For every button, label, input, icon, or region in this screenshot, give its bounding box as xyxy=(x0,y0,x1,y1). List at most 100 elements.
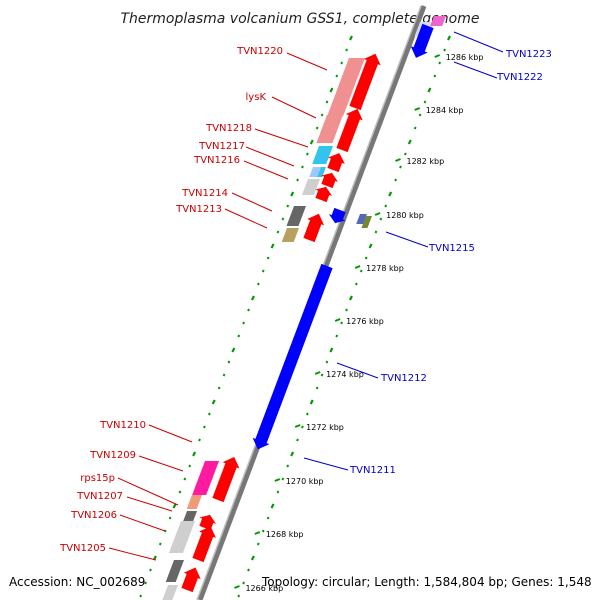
ruler-dot xyxy=(329,87,334,93)
scale-label: 1286 kbp xyxy=(446,53,484,62)
ruler-dot xyxy=(418,113,422,117)
gene-arrow-shape xyxy=(349,53,381,111)
cog-block xyxy=(186,495,202,509)
leader-line xyxy=(231,192,273,212)
cog-block xyxy=(317,167,326,177)
ruler-dot xyxy=(222,373,226,377)
gene-label-reverse: TVN1215 xyxy=(428,243,475,254)
gene-arrow-shape xyxy=(327,153,345,173)
leader-line xyxy=(254,128,309,148)
cog-block xyxy=(356,214,367,224)
ruler-dot xyxy=(305,412,309,416)
ruler-dot xyxy=(281,477,285,481)
ruler-dot xyxy=(427,87,432,93)
gene-forward xyxy=(199,514,217,531)
ruler-dot xyxy=(250,555,255,561)
cog-block xyxy=(312,146,333,164)
gene-label-forward: TVN1214 xyxy=(181,188,228,199)
ruler-dot xyxy=(178,490,182,494)
leader-line xyxy=(243,160,289,180)
scale-tick xyxy=(395,158,401,162)
ruler-dot xyxy=(354,282,358,286)
cog-block xyxy=(281,228,299,242)
ruler-dot xyxy=(340,321,344,325)
ruler-dot xyxy=(163,529,167,533)
leader-line xyxy=(286,52,328,71)
gene-label-forward: TVN1210 xyxy=(99,420,146,431)
ruler-dot xyxy=(320,373,324,377)
gene-label-forward: rps15p xyxy=(80,473,115,484)
scale-label: 1282 kbp xyxy=(406,157,444,166)
gene-arrow-shape xyxy=(303,213,325,243)
leader-line xyxy=(148,424,193,443)
ruler-dot xyxy=(256,282,260,286)
gene-forward xyxy=(303,213,325,243)
gene-label-forward: TVN1207 xyxy=(76,491,123,502)
ruler-dot xyxy=(348,295,353,301)
ruler-dot xyxy=(296,178,299,182)
gene-arrow-shape xyxy=(199,514,217,531)
scale-tick xyxy=(434,54,441,58)
ruler-dot xyxy=(296,438,299,442)
ruler-dot xyxy=(335,74,339,78)
gene-forward xyxy=(321,172,339,189)
ruler-dot xyxy=(345,308,348,312)
ruler-dot xyxy=(168,516,172,520)
ruler-dot xyxy=(335,334,339,338)
gene-arrow-shape xyxy=(315,186,333,203)
ruler-dot xyxy=(270,243,275,249)
ruler-dot xyxy=(423,100,427,104)
ruler-dot xyxy=(247,308,250,312)
ruler-dot xyxy=(290,451,295,457)
ruler-dot xyxy=(139,594,143,598)
scale-label: 1270 kbp xyxy=(286,477,324,486)
ruler-dot xyxy=(237,594,241,598)
ruler-dot xyxy=(144,581,147,585)
gene-label-forward: lysK xyxy=(246,92,267,103)
ruler-dot xyxy=(374,230,378,234)
gene-forward xyxy=(212,456,240,503)
cog-block xyxy=(183,511,197,521)
ruler-dot xyxy=(286,464,290,468)
scale-tick xyxy=(314,371,321,375)
scale-tick xyxy=(354,265,361,269)
scale-label: 1276 kbp xyxy=(346,317,384,326)
ruler-dot xyxy=(433,74,437,78)
ruler-dot xyxy=(305,152,309,156)
leader-line xyxy=(271,96,317,119)
cog-block xyxy=(430,16,446,26)
leader-line xyxy=(138,455,184,472)
cog-block xyxy=(301,179,320,195)
ruler-dot xyxy=(388,191,393,197)
gene-label-forward: TVN1205 xyxy=(59,543,106,554)
ruler-dot xyxy=(309,399,314,405)
ruler-dot xyxy=(447,35,451,41)
cog-block xyxy=(286,206,306,226)
ruler-dot xyxy=(211,399,216,405)
ruler-dot xyxy=(394,178,397,182)
ruler-dot xyxy=(247,568,250,572)
cog-block xyxy=(336,58,365,90)
ruler-dot xyxy=(379,217,383,221)
gene-forward xyxy=(349,53,381,111)
gene-reverse xyxy=(252,263,333,450)
gene-labels: TVN1220 lysK TVN1218 TVN1217 TVN1216 TVN1214 T… xyxy=(59,46,552,554)
cog-block xyxy=(168,521,195,553)
gene-arrow-shape xyxy=(321,172,339,189)
cog-block xyxy=(361,216,372,228)
cog-block xyxy=(192,461,219,495)
ruler-dot xyxy=(309,139,314,145)
gene-label-forward: TVN1217 xyxy=(198,141,245,152)
ruler-dot xyxy=(227,360,231,364)
gene-arrows xyxy=(181,23,434,593)
ruler-dot xyxy=(384,204,388,208)
leader-line xyxy=(303,457,349,471)
ruler-dot xyxy=(329,347,334,353)
scale-label: 1274 kbp xyxy=(326,370,364,379)
ruler-dot xyxy=(413,126,417,130)
ruler-dot xyxy=(250,295,255,301)
gene-arrow-shape xyxy=(212,456,240,503)
gene-label-forward: TVN1216 xyxy=(193,155,240,166)
gene-label-reverse: TVN1223 xyxy=(505,49,552,60)
